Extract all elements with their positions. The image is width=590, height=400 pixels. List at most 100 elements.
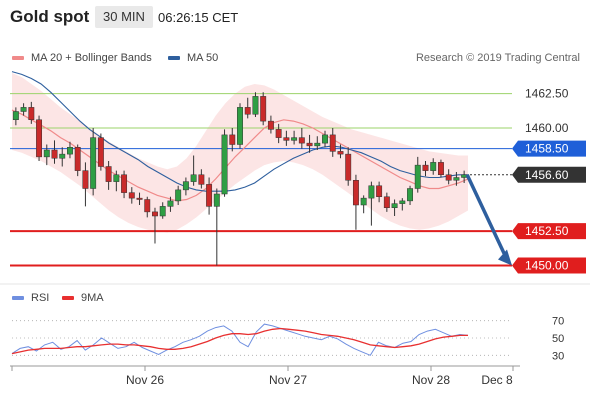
candle-body [267,120,274,130]
candle-body [105,166,112,182]
candle [306,134,313,153]
candle [167,196,174,212]
candle-body [229,134,236,145]
source-credit: Research © 2019 Trading Central [415,52,580,64]
candle-body [136,197,143,200]
level-tag-pointer [512,140,518,157]
legend-9ma: 9MA [62,292,104,304]
candle [12,107,19,126]
candle-body [128,192,135,199]
candle-body [376,185,383,197]
candle [437,159,444,178]
candle [298,128,305,149]
candle-body [430,162,437,171]
ma50-legend-label: MA 50 [187,52,219,64]
candle [198,169,205,189]
candle-body [121,174,128,193]
candle-body [275,129,282,138]
candle-body [12,111,19,120]
candle-body [407,188,413,202]
x-tick-label: Nov 27 [269,373,307,387]
candle [59,147,66,167]
candle-body [51,149,58,159]
candle-body [322,134,328,144]
level-tag-label: 1452.50 [525,224,569,238]
candle [345,147,352,186]
candle [322,130,328,148]
candle-body [175,189,182,202]
candle [206,177,213,215]
candle [182,177,189,196]
candle-body [182,181,189,191]
candle-body [360,197,367,206]
candle-body [298,137,305,144]
candle-body [445,174,452,181]
candle-body [352,180,359,206]
x-tick-label: Dec 8 [481,373,513,387]
candle [237,103,243,149]
candle-body [437,162,444,175]
forecast-arrow-head [498,249,512,266]
level-tag-pointer [512,166,518,183]
candle [337,144,344,159]
candle-body [213,193,220,207]
candle [291,130,298,145]
candle [229,128,236,152]
level-tag-label: 1456.60 [525,168,569,182]
candle [213,188,220,266]
legend-ma50: MA 50 [168,52,218,64]
candle [121,170,128,199]
candle-body [453,177,460,181]
candle [175,185,182,205]
candle [159,202,166,219]
candle-body [43,149,50,158]
rsi-swatch [12,296,24,300]
candle-body [113,174,120,182]
candle-body [291,137,298,141]
candle [97,133,104,171]
candle [275,123,282,144]
candle [314,136,321,150]
candle [51,140,58,164]
candle [376,181,383,203]
candle [407,185,413,205]
ma9-swatch [62,296,74,300]
candle [105,161,112,190]
price-tick-label: 1460.00 [525,121,569,135]
candle [43,144,50,166]
candle-body [221,134,228,195]
candle-body [20,107,27,112]
candle [190,155,197,186]
candle [352,174,359,230]
candle-body [74,147,81,171]
candle-body [391,203,398,208]
ma50-swatch [168,56,180,60]
candle-body [368,185,375,199]
candle-body [97,137,104,167]
candle-body [28,107,35,120]
candle [252,92,259,117]
level-tag-support [518,223,586,240]
instrument-title: Gold spot [10,7,90,26]
candle-body [152,211,158,217]
ma20-line [11,109,469,202]
candle-body [36,119,43,158]
ma20-legend-label: MA 20 + Bollinger Bands [31,52,152,64]
candle-body [206,184,213,207]
x-tick-label: Nov 26 [126,373,164,387]
candle [414,156,421,193]
legend-rsi: RSI [12,292,49,304]
timeframe-badge[interactable]: 30 MIN [95,6,153,28]
candle [422,161,429,177]
candle [28,101,35,124]
candle-body [190,174,197,182]
candle [360,195,367,214]
candle [430,158,437,175]
level-tag-label: 1458.50 [525,142,569,156]
candle-body [414,164,421,189]
candle-body [67,147,73,155]
candle [329,128,336,157]
candle-body [283,137,290,141]
price-tick-label: 1462.50 [525,87,569,101]
